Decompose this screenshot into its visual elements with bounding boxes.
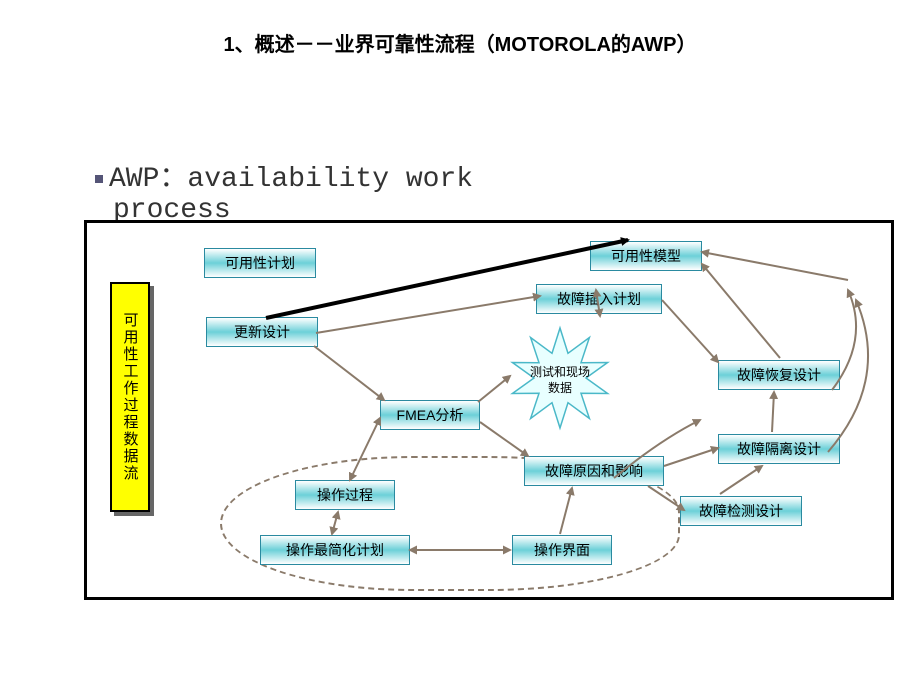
node-avail_model: 可用性模型 <box>590 241 702 271</box>
node-fault_inject: 故障插入计划 <box>536 284 662 314</box>
node-update: 更新设计 <box>206 317 318 347</box>
node-detect: 故障检测设计 <box>680 496 802 526</box>
sidebar-text: 可用性工作过程数据流 <box>120 312 141 482</box>
page-title: 1、概述－－业界可靠性流程（MOTOROLA的AWP） <box>0 28 920 57</box>
node-cause: 故障原因和影响 <box>524 456 664 486</box>
bullet-icon <box>95 175 103 183</box>
sidebar-box: 可用性工作过程数据流 <box>110 282 150 512</box>
node-recover: 故障恢复设计 <box>718 360 840 390</box>
node-fmea: FMEA分析 <box>380 400 480 430</box>
node-isolate: 故障隔离设计 <box>718 434 840 464</box>
node-op_proc: 操作过程 <box>295 480 395 510</box>
bullet-text-1: AWP：availability work <box>109 164 473 195</box>
node-op_ui: 操作界面 <box>512 535 612 565</box>
bullet-row-1: AWP：availability work <box>95 155 473 195</box>
node-avail_plan: 可用性计划 <box>204 248 316 278</box>
node-op_simp: 操作最简化计划 <box>260 535 410 565</box>
